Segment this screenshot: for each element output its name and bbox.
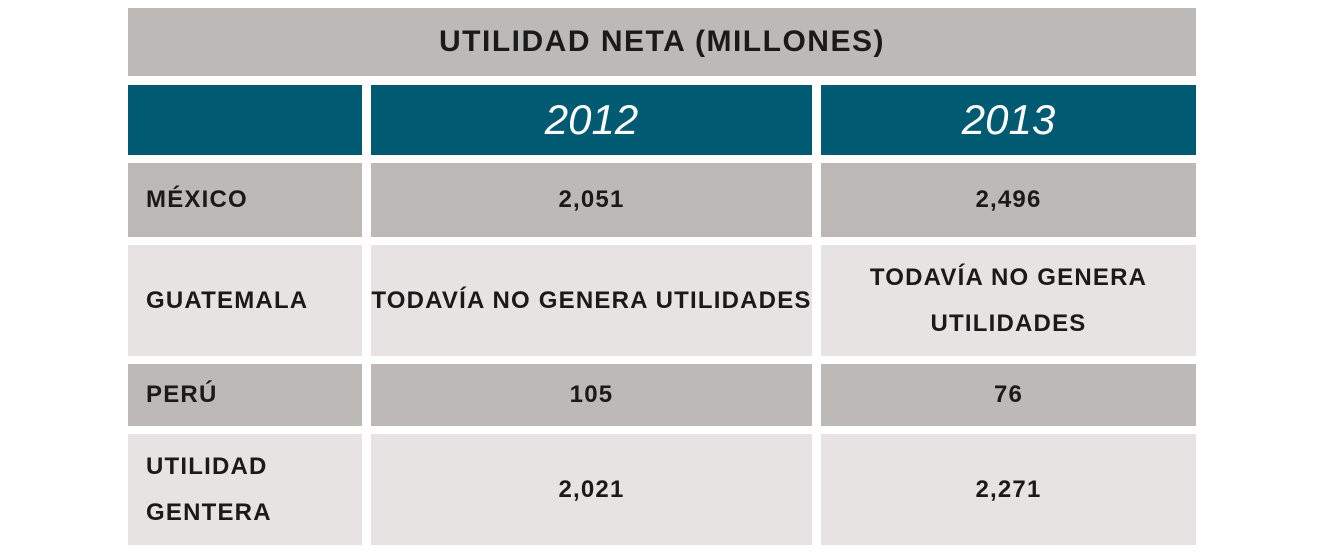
header-corner-cell — [128, 85, 362, 155]
cell-mexico-2013: 2,496 — [821, 163, 1196, 237]
header-year-2013: 2013 — [821, 85, 1196, 155]
header-year-2012: 2012 — [371, 85, 812, 155]
table-grid: 2012 2013 MÉXICO 2,051 2,496 GUATEMALA T… — [128, 85, 1196, 545]
row-label-peru: PERÚ — [128, 364, 362, 426]
row-label-utilidad-gentera: UTILIDAD GENTERA — [128, 434, 362, 545]
row-label-guatemala: GUATEMALA — [128, 245, 362, 356]
net-income-table: UTILIDAD NETA (MILLONES) 2012 2013 MÉXIC… — [128, 8, 1196, 545]
cell-guatemala-2012: TODAVÍA NO GENERA UTILIDADES — [371, 245, 812, 356]
cell-gentera-2012: 2,021 — [371, 434, 812, 545]
row-label-mexico: MÉXICO — [128, 163, 362, 237]
cell-gentera-2013: 2,271 — [821, 434, 1196, 545]
cell-peru-2013: 76 — [821, 364, 1196, 426]
cell-guatemala-2013: TODAVÍA NO GENERA UTILIDADES — [821, 245, 1196, 356]
cell-peru-2012: 105 — [371, 364, 812, 426]
cell-mexico-2012: 2,051 — [371, 163, 812, 237]
table-title: UTILIDAD NETA (MILLONES) — [128, 8, 1196, 76]
